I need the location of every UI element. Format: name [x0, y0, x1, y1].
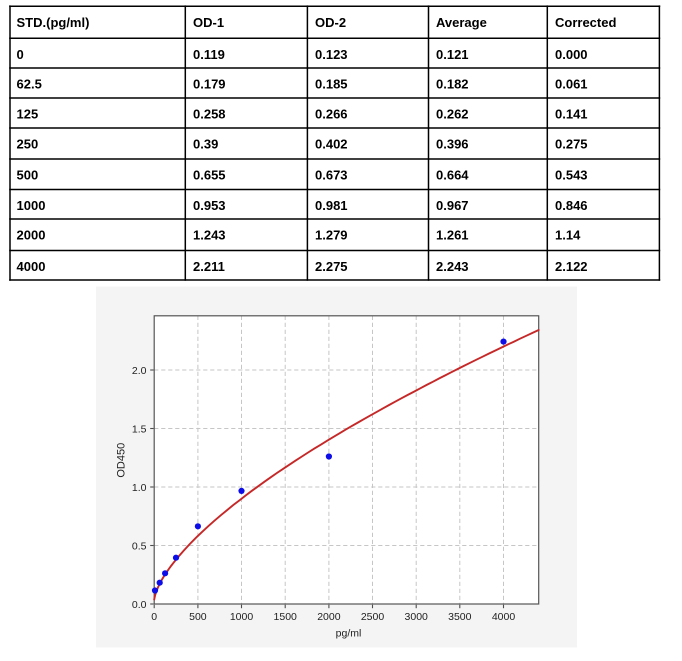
svg-text:OD450: OD450: [116, 443, 128, 478]
svg-text:2.0: 2.0: [132, 365, 147, 377]
svg-text:0.981: 0.981: [315, 198, 348, 213]
svg-text:1.243: 1.243: [193, 228, 226, 243]
svg-text:0.266: 0.266: [315, 107, 348, 122]
svg-text:2.122: 2.122: [555, 259, 588, 274]
svg-text:pg/ml: pg/ml: [336, 628, 362, 640]
svg-text:1.261: 1.261: [436, 228, 469, 243]
svg-text:0.655: 0.655: [193, 168, 226, 183]
svg-text:2.275: 2.275: [315, 259, 348, 274]
svg-text:0.262: 0.262: [436, 107, 469, 122]
svg-text:1.14: 1.14: [555, 228, 581, 243]
svg-text:1.0: 1.0: [132, 482, 147, 494]
svg-text:0.185: 0.185: [315, 77, 348, 92]
svg-text:500: 500: [17, 168, 39, 183]
svg-text:2500: 2500: [361, 611, 385, 623]
svg-text:2000: 2000: [317, 611, 341, 623]
svg-text:2.243: 2.243: [436, 259, 469, 274]
svg-text:250: 250: [17, 137, 39, 152]
svg-text:0.182: 0.182: [436, 77, 469, 92]
svg-text:0.402: 0.402: [315, 137, 348, 152]
svg-text:1000: 1000: [230, 611, 254, 623]
svg-text:2.211: 2.211: [193, 259, 225, 274]
svg-text:1000: 1000: [17, 198, 46, 213]
svg-text:500: 500: [189, 611, 207, 623]
svg-text:0: 0: [17, 47, 24, 62]
svg-text:0.258: 0.258: [193, 107, 226, 122]
svg-text:0.061: 0.061: [555, 77, 588, 92]
svg-text:0.396: 0.396: [436, 137, 469, 152]
svg-text:3000: 3000: [405, 611, 429, 623]
svg-text:0.664: 0.664: [436, 168, 469, 183]
svg-text:0.39: 0.39: [193, 137, 218, 152]
svg-text:0.846: 0.846: [555, 198, 588, 213]
svg-text:Average: Average: [436, 15, 487, 30]
svg-text:1.279: 1.279: [315, 228, 348, 243]
svg-text:0.5: 0.5: [132, 540, 147, 552]
svg-text:3500: 3500: [448, 611, 472, 623]
svg-text:0.119: 0.119: [193, 47, 225, 62]
svg-text:0.179: 0.179: [193, 77, 226, 92]
svg-text:0.123: 0.123: [315, 47, 348, 62]
svg-text:4000: 4000: [492, 611, 516, 623]
svg-text:0: 0: [151, 611, 157, 623]
svg-text:0.967: 0.967: [436, 198, 469, 213]
svg-text:0.543: 0.543: [555, 168, 588, 183]
svg-text:62.5: 62.5: [17, 77, 42, 92]
svg-text:OD-2: OD-2: [315, 15, 346, 30]
svg-text:Corrected: Corrected: [555, 15, 616, 30]
svg-text:0.275: 0.275: [555, 137, 588, 152]
svg-text:4000: 4000: [17, 259, 46, 274]
svg-text:2000: 2000: [17, 228, 46, 243]
svg-text:0.673: 0.673: [315, 168, 348, 183]
svg-text:1500: 1500: [274, 611, 298, 623]
svg-text:125: 125: [17, 107, 39, 122]
svg-text:OD-1: OD-1: [193, 15, 224, 30]
svg-text:0.0: 0.0: [132, 599, 147, 611]
svg-text:0.141: 0.141: [555, 107, 588, 122]
svg-text:0.953: 0.953: [193, 198, 226, 213]
svg-text:0.000: 0.000: [555, 47, 588, 62]
svg-text:1.5: 1.5: [132, 423, 147, 435]
svg-text:0.121: 0.121: [436, 47, 469, 62]
svg-text:STD.(pg/ml): STD.(pg/ml): [17, 15, 90, 30]
